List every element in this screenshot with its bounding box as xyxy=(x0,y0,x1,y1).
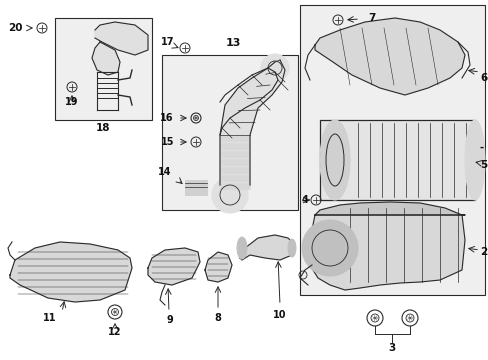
Bar xyxy=(184,180,206,195)
Bar xyxy=(55,18,152,120)
Bar xyxy=(220,143,249,149)
Text: 14: 14 xyxy=(158,167,171,177)
Circle shape xyxy=(302,220,357,276)
Text: 5: 5 xyxy=(479,160,487,170)
Bar xyxy=(220,183,249,189)
Polygon shape xyxy=(92,42,120,75)
Text: 11: 11 xyxy=(43,313,57,323)
Text: 4: 4 xyxy=(301,195,308,205)
Text: 20: 20 xyxy=(8,23,22,33)
Polygon shape xyxy=(314,202,464,215)
Polygon shape xyxy=(240,235,294,260)
Text: 8: 8 xyxy=(214,313,221,323)
Text: 17: 17 xyxy=(161,37,174,47)
Text: 15: 15 xyxy=(161,137,174,147)
Bar xyxy=(299,5,484,295)
Bar xyxy=(220,159,249,165)
Bar xyxy=(220,175,249,181)
Text: 3: 3 xyxy=(387,343,395,353)
Circle shape xyxy=(212,177,247,213)
Text: 12: 12 xyxy=(108,327,122,337)
Polygon shape xyxy=(307,215,464,290)
Bar xyxy=(319,120,474,200)
Ellipse shape xyxy=(319,120,349,200)
Bar xyxy=(220,167,249,173)
Text: 16: 16 xyxy=(160,113,173,123)
Polygon shape xyxy=(220,60,285,185)
Text: 6: 6 xyxy=(479,73,487,83)
Text: 7: 7 xyxy=(367,13,375,23)
Text: 10: 10 xyxy=(273,310,286,320)
Bar xyxy=(162,55,297,210)
Polygon shape xyxy=(148,248,200,285)
Text: 18: 18 xyxy=(96,123,110,133)
Text: 19: 19 xyxy=(65,97,79,107)
Polygon shape xyxy=(314,18,464,95)
Polygon shape xyxy=(95,22,148,55)
Circle shape xyxy=(261,54,288,82)
Bar xyxy=(220,135,249,141)
Text: 2: 2 xyxy=(479,247,487,257)
Ellipse shape xyxy=(237,237,246,259)
Ellipse shape xyxy=(464,120,484,200)
Ellipse shape xyxy=(287,239,295,257)
Polygon shape xyxy=(204,252,231,282)
Bar xyxy=(220,151,249,157)
Polygon shape xyxy=(10,242,132,302)
Text: 9: 9 xyxy=(166,315,173,325)
Text: 13: 13 xyxy=(225,38,240,48)
Text: - 1: - 1 xyxy=(479,143,488,153)
